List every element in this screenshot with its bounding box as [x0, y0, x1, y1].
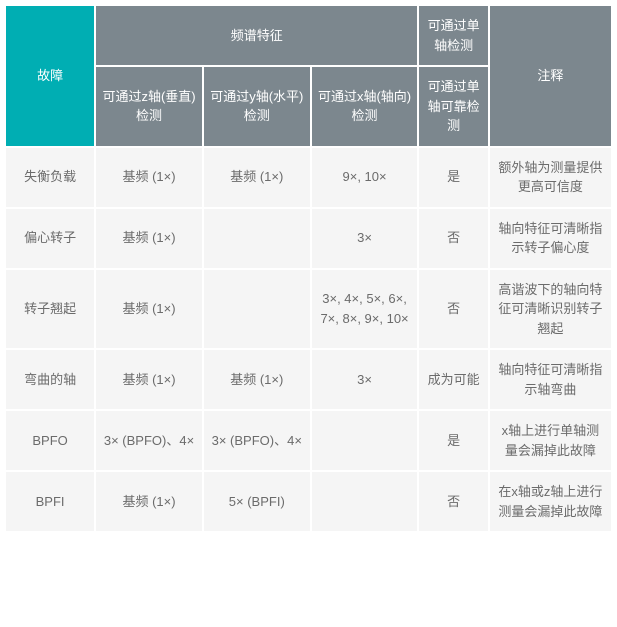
- table-row: 偏心转子基频 (1×) 3×否轴向特征可清晰指示转子偏心度: [6, 209, 611, 268]
- header-spectral: 频谱特征: [96, 6, 417, 65]
- cell-n: 轴向特征可清晰指示转子偏心度: [490, 209, 611, 268]
- header-single-detect: 可通过单轴检测: [419, 6, 487, 65]
- cell-n: x轴上进行单轴测量会漏掉此故障: [490, 411, 611, 470]
- cell-s: 否: [419, 472, 487, 531]
- table-row: 失衡负载基频 (1×)基频 (1×)9×, 10×是额外轴为测量提供更高可信度: [6, 148, 611, 207]
- cell-f: BPFI: [6, 472, 94, 531]
- header-fault: 故障: [6, 6, 94, 146]
- cell-x: [312, 411, 418, 470]
- cell-y: [204, 209, 310, 268]
- cell-n: 轴向特征可清晰指示轴弯曲: [490, 350, 611, 409]
- cell-n: 额外轴为测量提供更高可信度: [490, 148, 611, 207]
- table-row: 转子翘起基频 (1×) 3×, 4×, 5×, 6×, 7×, 8×, 9×, 1…: [6, 270, 611, 349]
- table-row: BPFO3× (BPFO)、4×3× (BPFO)、4×是x轴上进行单轴测量会漏…: [6, 411, 611, 470]
- cell-x: 3×: [312, 350, 418, 409]
- table-row: BPFI基频 (1×)5× (BPFI) 否在x轴或z轴上进行测量会漏掉此故障: [6, 472, 611, 531]
- header-notes: 注释: [490, 6, 611, 146]
- header-y-axis: 可通过y轴(水平)检测: [204, 67, 310, 146]
- cell-s: 否: [419, 209, 487, 268]
- cell-f: 弯曲的轴: [6, 350, 94, 409]
- cell-s: 否: [419, 270, 487, 349]
- cell-x: [312, 472, 418, 531]
- table-header: 故障 频谱特征 可通过单轴检测 注释 可通过z轴(垂直)检测 可通过y轴(水平)…: [6, 6, 611, 146]
- cell-f: 偏心转子: [6, 209, 94, 268]
- header-x-axis: 可通过x轴(轴向)检测: [312, 67, 418, 146]
- cell-x: 3×: [312, 209, 418, 268]
- cell-f: BPFO: [6, 411, 94, 470]
- table-body: 失衡负载基频 (1×)基频 (1×)9×, 10×是额外轴为测量提供更高可信度偏…: [6, 148, 611, 532]
- cell-y: 5× (BPFI): [204, 472, 310, 531]
- cell-z: 基频 (1×): [96, 270, 202, 349]
- cell-s: 是: [419, 148, 487, 207]
- cell-s: 成为可能: [419, 350, 487, 409]
- header-z-axis: 可通过z轴(垂直)检测: [96, 67, 202, 146]
- fault-spectrum-table: 故障 频谱特征 可通过单轴检测 注释 可通过z轴(垂直)检测 可通过y轴(水平)…: [4, 4, 613, 533]
- cell-n: 在x轴或z轴上进行测量会漏掉此故障: [490, 472, 611, 531]
- cell-f: 失衡负载: [6, 148, 94, 207]
- cell-z: 基频 (1×): [96, 148, 202, 207]
- cell-x: 3×, 4×, 5×, 6×, 7×, 8×, 9×, 10×: [312, 270, 418, 349]
- cell-n: 高谐波下的轴向特征可清晰识别转子翘起: [490, 270, 611, 349]
- cell-z: 3× (BPFO)、4×: [96, 411, 202, 470]
- cell-x: 9×, 10×: [312, 148, 418, 207]
- cell-y: 基频 (1×): [204, 350, 310, 409]
- header-single-reliable: 可通过单轴可靠检测: [419, 67, 487, 146]
- cell-y: 基频 (1×): [204, 148, 310, 207]
- cell-y: [204, 270, 310, 349]
- cell-s: 是: [419, 411, 487, 470]
- cell-y: 3× (BPFO)、4×: [204, 411, 310, 470]
- cell-f: 转子翘起: [6, 270, 94, 349]
- table-row: 弯曲的轴基频 (1×)基频 (1×)3×成为可能轴向特征可清晰指示轴弯曲: [6, 350, 611, 409]
- cell-z: 基频 (1×): [96, 350, 202, 409]
- cell-z: 基频 (1×): [96, 472, 202, 531]
- cell-z: 基频 (1×): [96, 209, 202, 268]
